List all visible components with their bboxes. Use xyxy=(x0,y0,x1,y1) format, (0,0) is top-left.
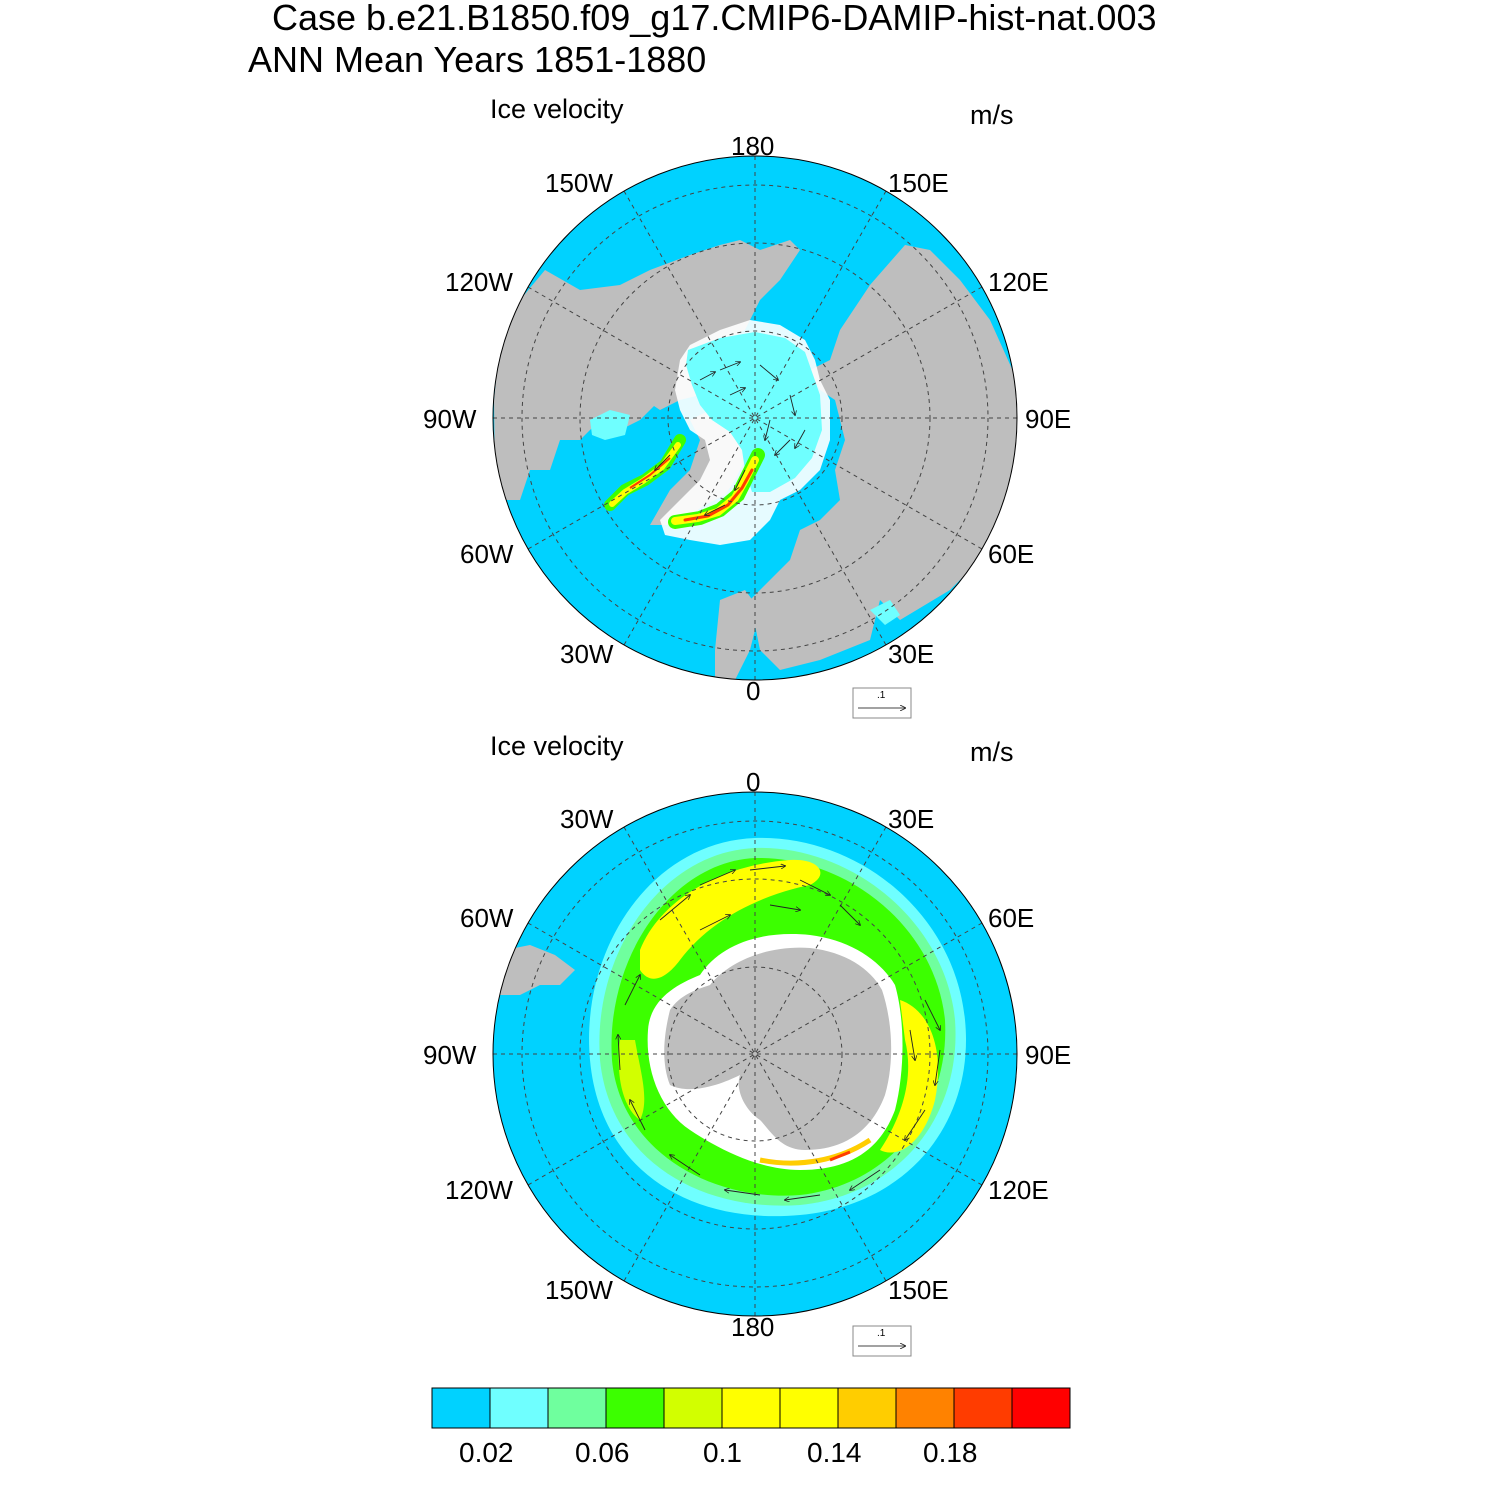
north-lon-label: 60W xyxy=(460,539,514,569)
north-land-europe xyxy=(715,590,760,680)
colorbar-swatch xyxy=(605,1387,665,1429)
south-reference-vector-box xyxy=(852,1325,912,1357)
north-arctic-ice xyxy=(686,332,822,492)
north-lon-label: 60E xyxy=(988,539,1035,569)
colorbar-tick-label: 0.14 xyxy=(807,1437,862,1468)
north-graticule xyxy=(493,156,1017,680)
south-lon-label: 180 xyxy=(731,1312,775,1342)
south-polar-map xyxy=(493,792,1017,1316)
north-lon-label: 150E xyxy=(888,168,949,198)
north-lon-label: 30W xyxy=(560,639,614,669)
panel-north-units-label: m/s xyxy=(970,100,1014,130)
colorbar xyxy=(431,1387,1071,1429)
figure-subtitle: ANN Mean Years 1851-1880 xyxy=(248,39,707,80)
figure-title: Case b.e21.B1850.f09_g17.CMIP6-DAMIP-his… xyxy=(272,0,1157,38)
north-lon-label: 90E xyxy=(1025,404,1072,434)
colorbar-swatch xyxy=(431,1387,491,1429)
north-land-eurasia xyxy=(750,245,1017,670)
north-map-border xyxy=(492,155,1018,681)
south-lon-label: 60W xyxy=(460,903,514,933)
south-graticule xyxy=(493,792,1017,1316)
north-lon-label: 30E xyxy=(888,639,935,669)
colorbar-tick-label: 0.02 xyxy=(459,1437,514,1468)
colorbar-swatch xyxy=(547,1387,607,1429)
colorbar-swatch xyxy=(779,1387,839,1429)
south-weddell-band xyxy=(640,859,821,979)
north-reference-vector-label: .1 xyxy=(877,690,886,701)
panel-south-variable-label: Ice velocity xyxy=(490,731,624,761)
north-polar-map xyxy=(493,156,1017,680)
south-lon-label: 0 xyxy=(746,767,761,797)
north-ice-vectors xyxy=(655,362,806,515)
north-land-america xyxy=(494,240,800,500)
north-lon-label: 120W xyxy=(445,267,513,297)
south-lon-label: 90W xyxy=(423,1040,477,1070)
south-coast-fringe xyxy=(759,1137,872,1166)
north-reference-vector-box xyxy=(852,687,912,719)
north-lon-label: 0 xyxy=(746,676,761,706)
south-lon-label: 30E xyxy=(888,804,935,834)
north-lon-label: 90W xyxy=(423,404,477,434)
colorbar-swatch xyxy=(489,1387,549,1429)
colorbar-swatch xyxy=(895,1387,955,1429)
colorbar-swatch xyxy=(721,1387,781,1429)
south-lon-label: 120W xyxy=(445,1175,513,1205)
north-lon-label: 180 xyxy=(731,131,775,161)
south-lon-label: 150W xyxy=(545,1275,613,1305)
north-lon-label: 120E xyxy=(988,267,1049,297)
south-east-band xyxy=(880,1000,939,1153)
south-lon-label: 90E xyxy=(1025,1040,1072,1070)
south-lon-label: 30W xyxy=(560,804,614,834)
colorbar-tick-label: 0.1 xyxy=(703,1437,742,1468)
colorbar-tick-label: 0.06 xyxy=(575,1437,630,1468)
south-lon-label: 60E xyxy=(988,903,1035,933)
colorbar-swatch xyxy=(953,1387,1013,1429)
colorbar-swatch xyxy=(1011,1387,1071,1429)
south-ice-vectors xyxy=(618,866,940,1200)
south-reference-vector-label: .1 xyxy=(877,1328,886,1339)
south-lon-label: 150E xyxy=(888,1275,949,1305)
panel-north-variable-label: Ice velocity xyxy=(490,94,624,124)
colorbar-swatch xyxy=(663,1387,723,1429)
colorbar-tick-label: 0.18 xyxy=(923,1437,978,1468)
south-map-border xyxy=(492,791,1018,1317)
south-lon-label: 120E xyxy=(988,1175,1049,1205)
north-lon-label: 150W xyxy=(545,168,613,198)
panel-south-units-label: m/s xyxy=(970,737,1014,767)
colorbar-swatch xyxy=(837,1387,897,1429)
